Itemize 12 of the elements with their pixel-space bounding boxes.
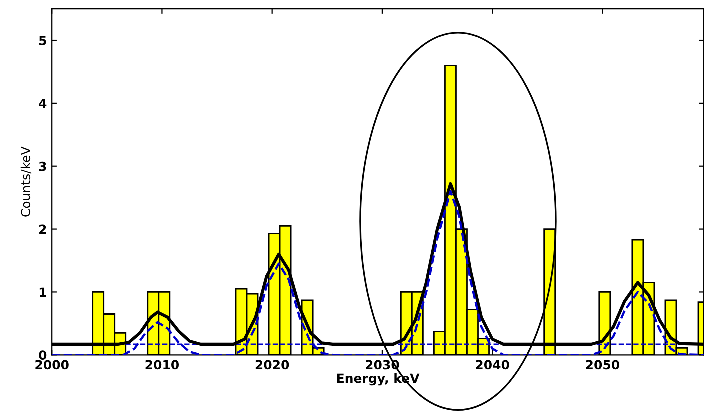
y-tick-label: 1 — [40, 288, 46, 297]
x-tick-label: 2040 — [476, 360, 510, 370]
y-axis-title: Counts/keV — [20, 146, 32, 217]
x-tick-label: 2010 — [146, 360, 180, 370]
y-tick-label: 2 — [40, 224, 46, 234]
y-tick-label: 0 — [39, 350, 47, 360]
x-tick-label: 2020 — [256, 360, 290, 370]
x-tick-label: 2000 — [36, 360, 69, 370]
y-tick-label: 3 — [39, 162, 46, 172]
x-tick-label: 2050 — [586, 360, 620, 370]
y-tick-label: 4 — [39, 99, 47, 108]
y-tick-label: 5 — [40, 36, 46, 46]
